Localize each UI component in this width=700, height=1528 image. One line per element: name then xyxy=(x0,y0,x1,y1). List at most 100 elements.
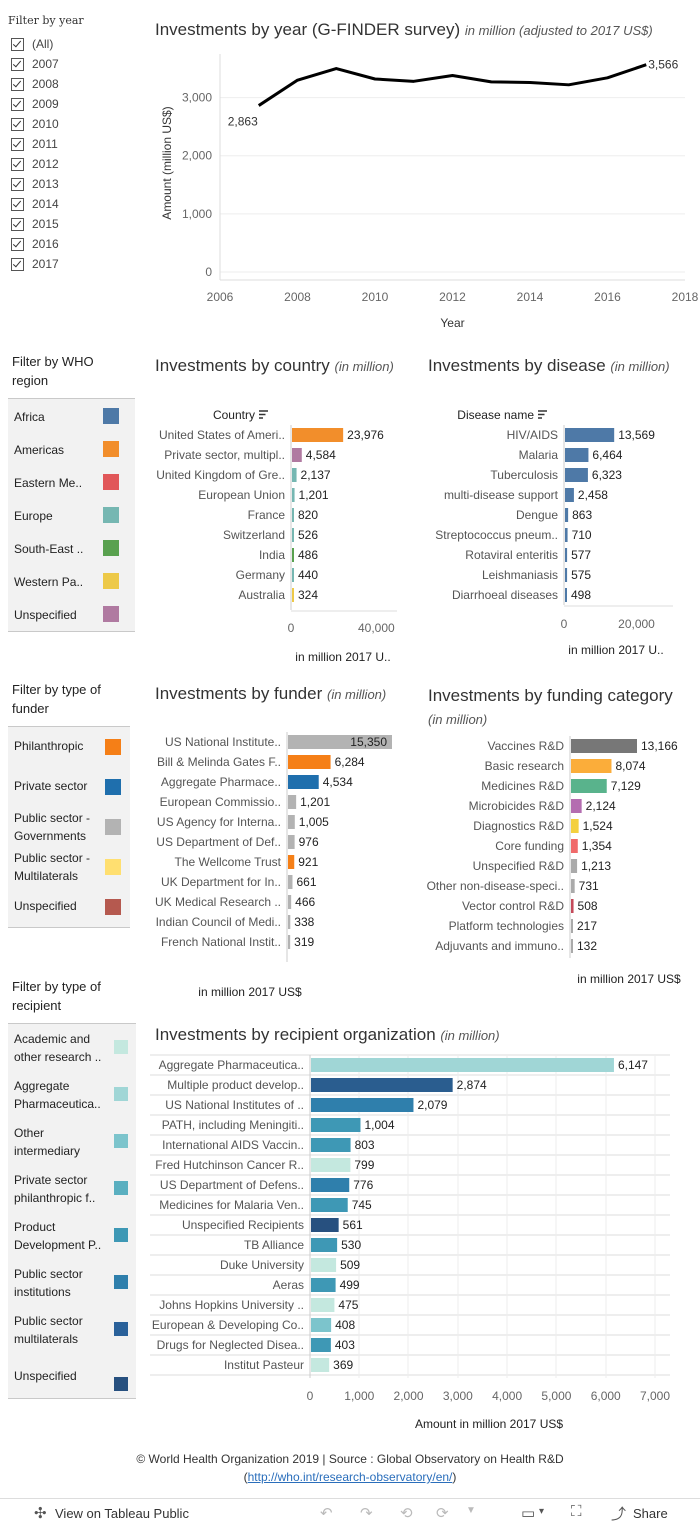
funder-bar[interactable] xyxy=(288,855,295,869)
funder-bar[interactable] xyxy=(288,775,319,789)
funder-bar[interactable] xyxy=(288,755,331,769)
country-category-label[interactable]: India xyxy=(259,548,285,562)
funder-bar[interactable] xyxy=(288,875,293,889)
checkbox-checked-icon[interactable] xyxy=(11,77,24,91)
recipient-bar[interactable] xyxy=(311,1138,351,1152)
country-bar[interactable] xyxy=(292,428,344,442)
funder-bar[interactable] xyxy=(288,735,392,749)
checkbox-checked-icon[interactable] xyxy=(11,37,24,51)
recipient-category-label[interactable]: European & Developing Co.. xyxy=(152,1318,304,1332)
category-category-label[interactable]: Adjuvants and immuno.. xyxy=(435,939,564,953)
recipient-category-label[interactable]: Aggregate Pharmaceutica.. xyxy=(159,1058,304,1072)
share-icon[interactable]: ⤴ xyxy=(611,1506,627,1523)
disease-category-label[interactable]: Leishmaniasis xyxy=(482,568,558,582)
country-bar[interactable] xyxy=(292,528,294,542)
country-category-label[interactable]: European Union xyxy=(198,488,285,502)
funder-bar[interactable] xyxy=(288,915,291,929)
recipient-legend-label[interactable]: Private sector philanthropic f.. xyxy=(14,1173,96,1205)
funder-legend-label[interactable]: Public sector - Governments xyxy=(14,811,91,843)
funder-category-label[interactable]: Indian Council of Medi.. xyxy=(156,915,281,929)
recipient-bar[interactable] xyxy=(311,1318,332,1332)
redo-icon[interactable]: ↷ xyxy=(360,1505,373,1522)
country-bar-chart[interactable]: Country United States of Ameri.. 23,976 Pri… xyxy=(145,405,405,665)
category-category-label[interactable]: Basic research xyxy=(485,759,564,773)
region-legend-label[interactable]: Unspecified xyxy=(14,608,77,622)
recipient-bar[interactable] xyxy=(311,1078,453,1092)
recipient-legend-swatch[interactable] xyxy=(114,1040,128,1054)
funder-category-label[interactable]: US Department of Def.. xyxy=(156,835,281,849)
disease-category-label[interactable]: Tuberculosis xyxy=(490,468,558,482)
year-filter-option[interactable]: 2010 xyxy=(11,114,59,134)
revert-icon[interactable]: ⟲ xyxy=(400,1505,413,1522)
recipient-legend-swatch[interactable] xyxy=(114,1087,128,1101)
category-bar[interactable] xyxy=(571,799,582,813)
category-bar[interactable] xyxy=(571,739,637,753)
recipient-legend-label[interactable]: Public sector institutions xyxy=(14,1267,83,1299)
funder-legend-label[interactable]: Philanthropic xyxy=(14,739,84,753)
checkbox-checked-icon[interactable] xyxy=(11,237,24,251)
country-bar[interactable] xyxy=(292,448,302,462)
category-bar[interactable] xyxy=(571,939,573,953)
year-filter-option[interactable]: 2015 xyxy=(11,214,59,234)
view-on-tableau-link[interactable]: View on Tableau Public xyxy=(55,1506,189,1521)
disease-bar[interactable] xyxy=(565,468,588,482)
recipient-legend-swatch[interactable] xyxy=(114,1322,128,1336)
funder-category-label[interactable]: French National Instit.. xyxy=(161,935,281,949)
funder-category-label[interactable]: Bill & Melinda Gates F.. xyxy=(157,755,281,769)
region-legend-swatch[interactable] xyxy=(103,573,119,589)
sort-icon[interactable] xyxy=(259,410,268,419)
country-bar[interactable] xyxy=(292,488,295,502)
funder-legend-swatch[interactable] xyxy=(105,899,121,915)
fullscreen-icon[interactable]: ⛶ xyxy=(571,1503,582,1520)
funder-category-label[interactable]: US Agency for Interna.. xyxy=(157,815,281,829)
recipient-legend-label[interactable]: Unspecified xyxy=(14,1369,77,1383)
recipient-bar[interactable] xyxy=(311,1278,336,1292)
disease-category-label[interactable]: Diarrhoeal diseases xyxy=(452,588,558,602)
recipient-bar[interactable] xyxy=(311,1298,335,1312)
region-legend-label[interactable]: Africa xyxy=(14,410,45,424)
year-line-chart[interactable]: 0 1,000 2,000 3,000 2006 2008 2010 2012 2014 2016… xyxy=(150,44,700,340)
country-bar[interactable] xyxy=(292,588,294,602)
country-bar[interactable] xyxy=(292,548,294,562)
funder-legend-label[interactable]: Public sector - Multilaterals xyxy=(14,851,91,883)
category-bar[interactable] xyxy=(571,879,575,893)
recipient-bar[interactable] xyxy=(311,1178,350,1192)
category-category-label[interactable]: Core funding xyxy=(495,839,564,853)
funder-category-label[interactable]: US National Institute.. xyxy=(165,735,281,749)
region-legend-label[interactable]: Western Pa.. xyxy=(14,575,84,589)
year-filter-option[interactable]: 2014 xyxy=(11,194,59,214)
recipient-bar[interactable] xyxy=(311,1158,351,1172)
disease-bar[interactable] xyxy=(565,488,574,502)
category-bar[interactable] xyxy=(571,899,574,913)
funder-category-label[interactable]: European Commissio.. xyxy=(160,795,281,809)
recipient-category-label[interactable]: Multiple product develop.. xyxy=(167,1078,304,1092)
category-category-label[interactable]: Diagnostics R&D xyxy=(473,819,564,833)
disease-category-label[interactable]: Rotaviral enteritis xyxy=(465,548,558,562)
recipient-legend-label[interactable]: Public sector multilaterals xyxy=(14,1314,83,1346)
category-bar[interactable] xyxy=(571,759,612,773)
country-category-label[interactable]: United Kingdom of Gre.. xyxy=(156,468,285,482)
checkbox-checked-icon[interactable] xyxy=(11,217,24,231)
checkbox-checked-icon[interactable] xyxy=(11,57,24,71)
disease-bar[interactable] xyxy=(565,448,589,462)
recipient-category-label[interactable]: Fred Hutchinson Cancer R.. xyxy=(155,1158,304,1172)
region-legend-label[interactable]: South-East .. xyxy=(14,542,84,556)
funder-category-label[interactable]: UK Department for In.. xyxy=(161,875,281,889)
category-category-label[interactable]: Other non-disease-speci.. xyxy=(427,879,564,893)
disease-bar[interactable] xyxy=(565,568,568,582)
disease-column-header[interactable]: Disease name xyxy=(457,408,534,422)
sort-icon[interactable] xyxy=(538,410,547,419)
recipient-category-label[interactable]: Aeras xyxy=(273,1278,304,1292)
funder-legend-label[interactable]: Unspecified xyxy=(14,899,77,913)
category-bar-chart[interactable]: Vaccines R&D 13,166 Basic research 8,074 Med… xyxy=(418,736,698,988)
recipient-legend-label[interactable]: Aggregate Pharmaceutica.. xyxy=(14,1079,101,1111)
category-category-label[interactable]: Vector control R&D xyxy=(462,899,564,913)
recipient-legend-swatch[interactable] xyxy=(114,1228,128,1242)
recipient-bar[interactable] xyxy=(311,1198,348,1212)
recipient-bar[interactable] xyxy=(311,1358,330,1372)
recipient-legend-label[interactable]: Other intermediary xyxy=(14,1126,81,1158)
undo-icon[interactable]: ↶ xyxy=(320,1505,333,1522)
region-legend-swatch[interactable] xyxy=(103,441,119,457)
disease-category-label[interactable]: Dengue xyxy=(516,508,558,522)
funder-bar-chart[interactable]: US National Institute.. 15,350 Bill & Meli… xyxy=(145,732,400,1000)
